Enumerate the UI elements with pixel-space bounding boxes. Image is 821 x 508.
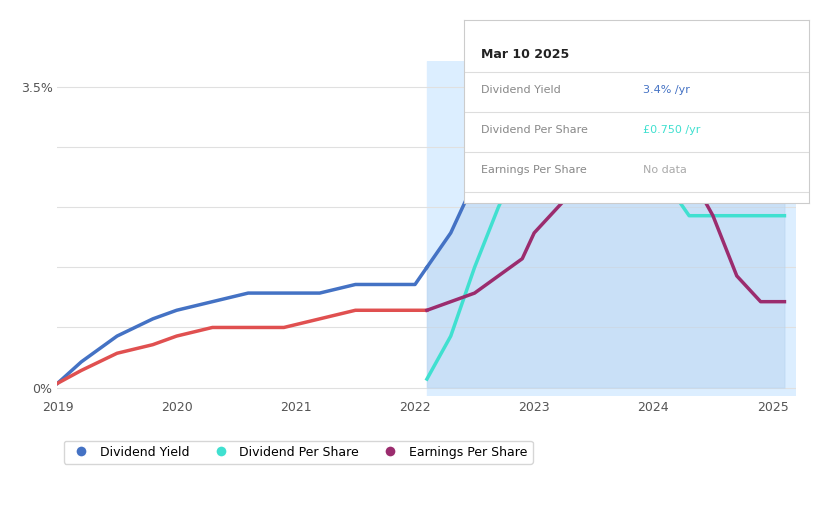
Legend: Dividend Yield, Dividend Per Share, Earnings Per Share: Dividend Yield, Dividend Per Share, Earn… [64,441,533,464]
Text: No data: No data [643,165,687,175]
Text: £0.750 /yr: £0.750 /yr [643,125,700,135]
Text: Past: Past [719,61,745,74]
Bar [427,61,796,396]
Text: Mar 10 2025: Mar 10 2025 [481,48,569,61]
Text: 3.4% /yr: 3.4% /yr [643,85,690,95]
Text: Dividend Per Share: Dividend Per Share [481,125,588,135]
Text: Dividend Yield: Dividend Yield [481,85,561,95]
Text: Earnings Per Share: Earnings Per Share [481,165,587,175]
